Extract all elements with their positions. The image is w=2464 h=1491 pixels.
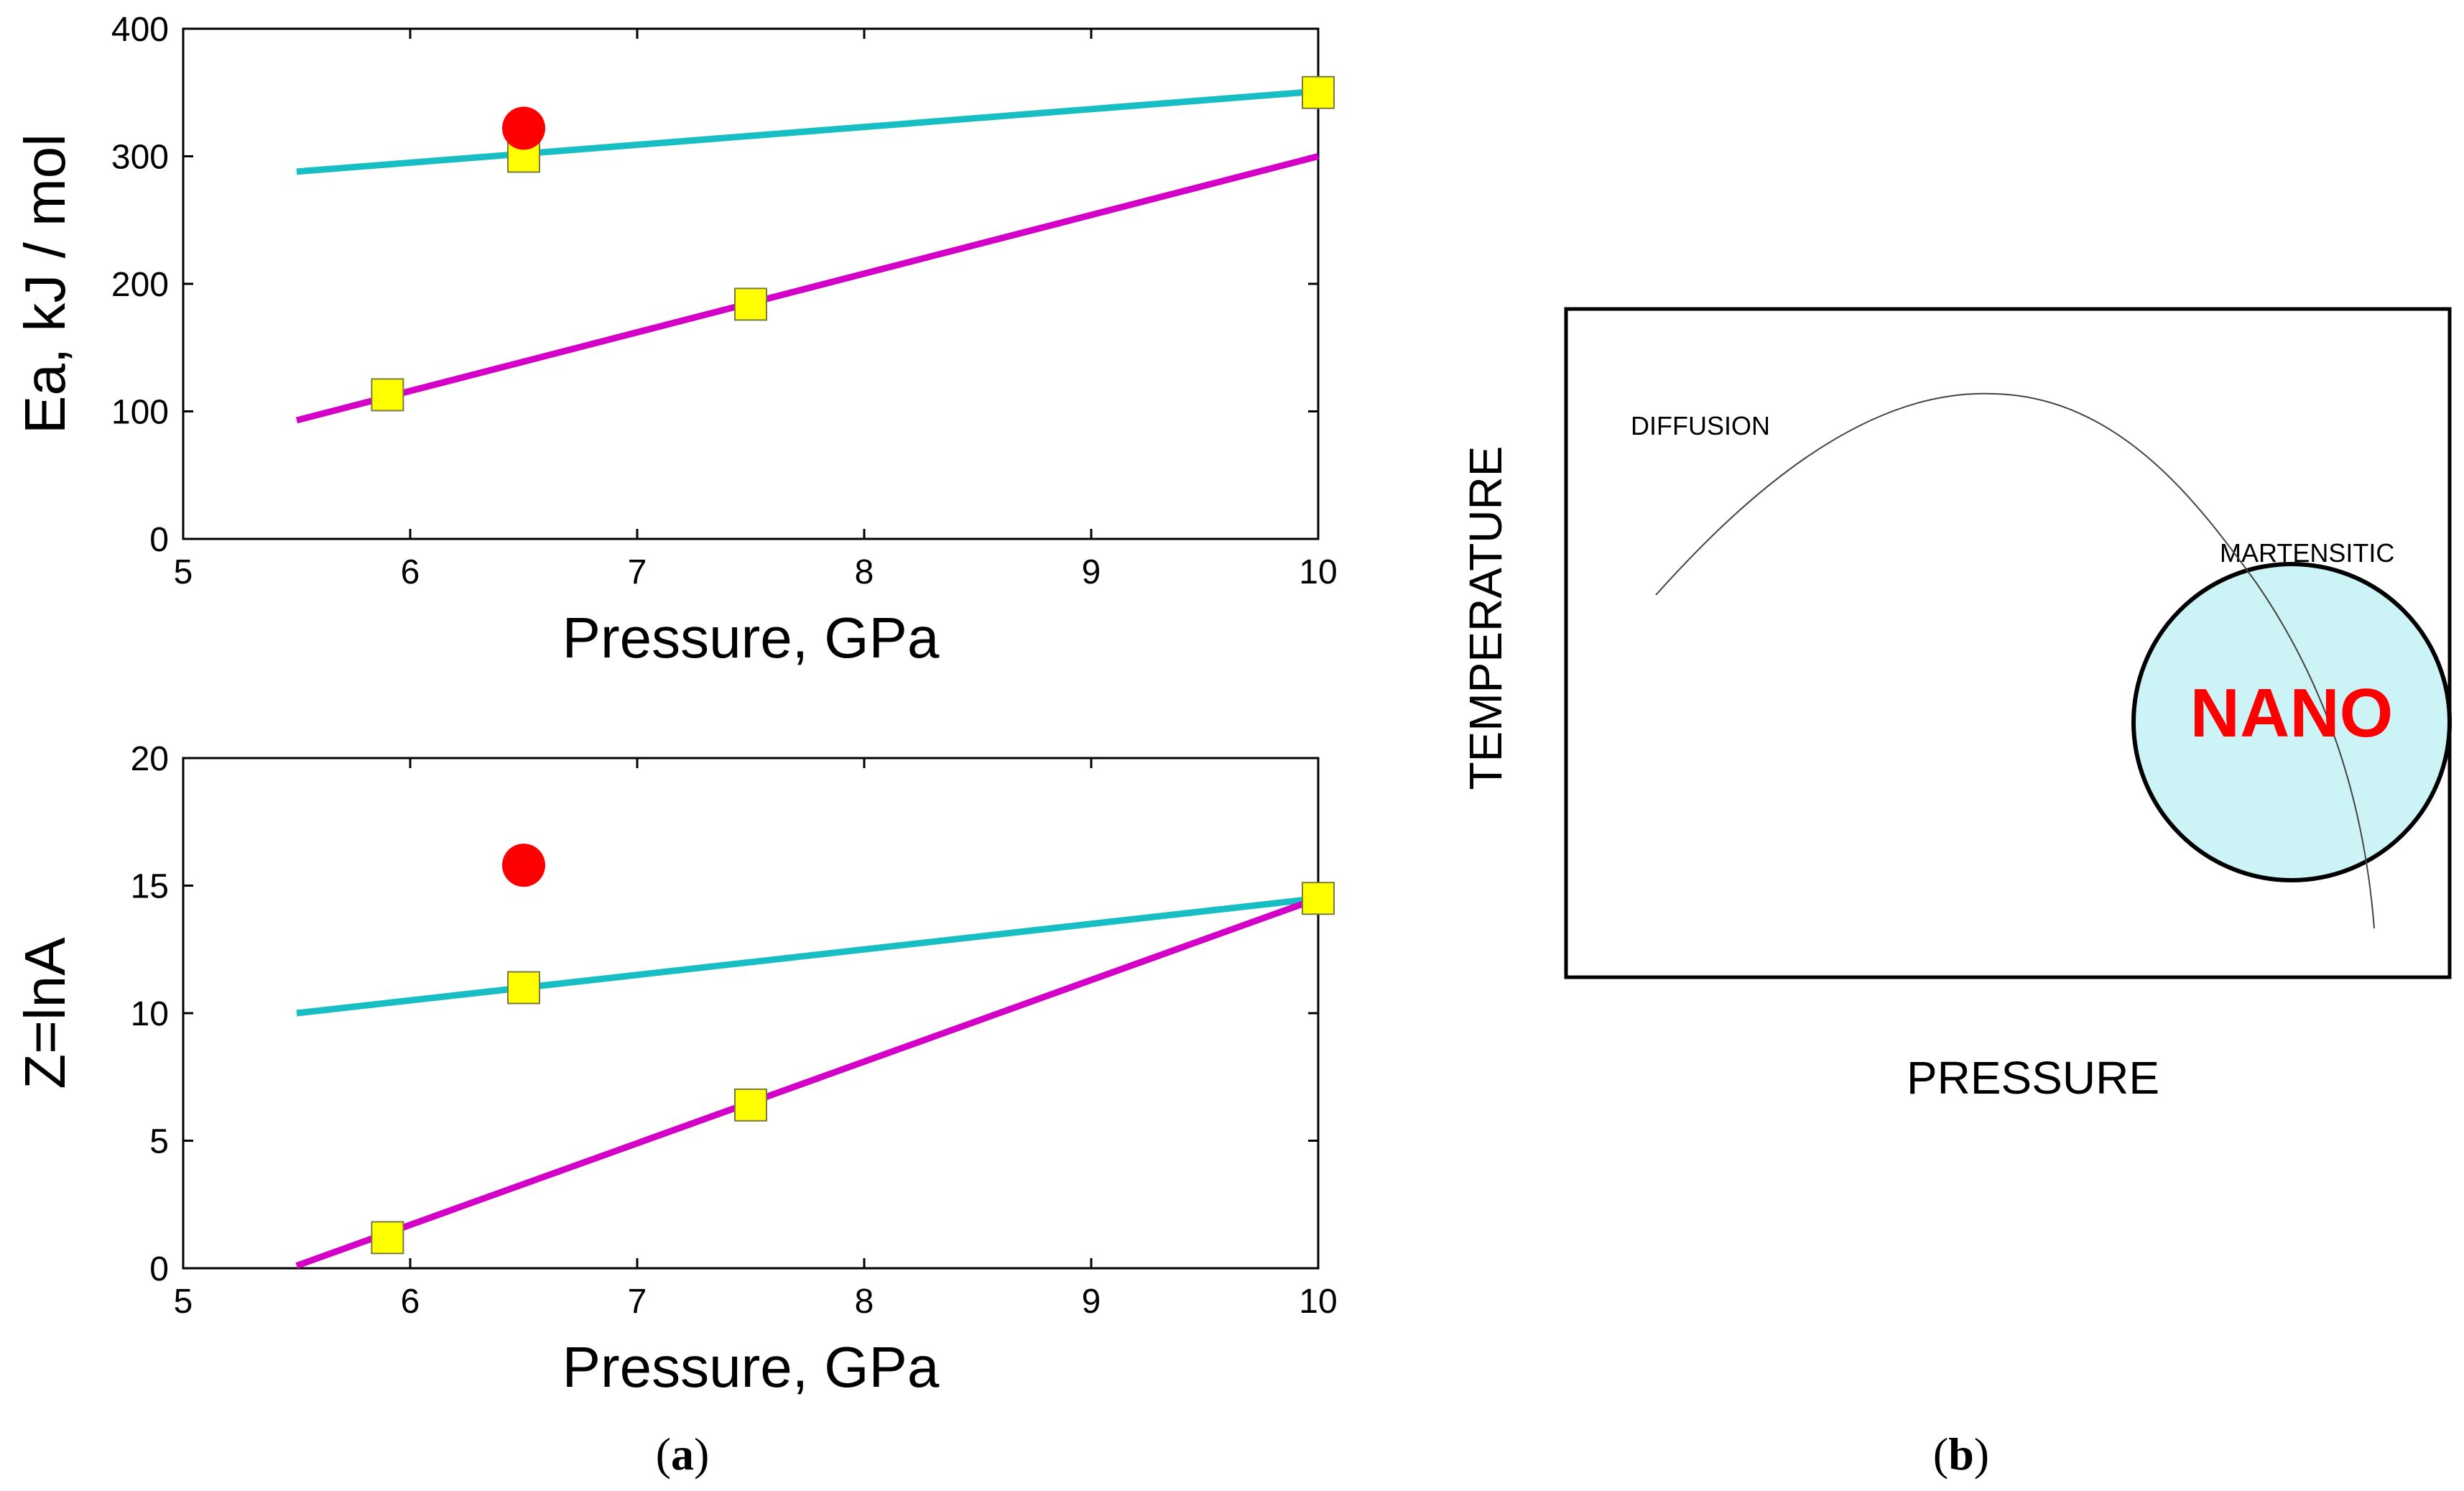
caption-b: (b) xyxy=(1933,1428,1989,1480)
nano-region xyxy=(2131,562,2452,882)
data-square xyxy=(371,1221,404,1255)
x-tick-label: 5 xyxy=(174,1283,193,1321)
x-tick-label: 7 xyxy=(628,1283,647,1321)
x-tick-label: 5 xyxy=(174,553,193,591)
x-tick-label: 8 xyxy=(855,1283,874,1321)
x-tick-label: 9 xyxy=(1082,1283,1101,1321)
y-tick-label: 100 xyxy=(111,394,169,432)
y-axis-label: Z=lnA xyxy=(13,937,77,1089)
y-tick-label: 300 xyxy=(111,139,169,177)
y-tick-label: 0 xyxy=(149,521,169,559)
x-tick-label: 9 xyxy=(1082,553,1101,591)
cyan-fit-line xyxy=(296,88,1319,175)
data-square xyxy=(1302,882,1335,915)
y-tick-label: 15 xyxy=(131,868,169,906)
x-tick-label: 6 xyxy=(401,553,420,591)
data-square xyxy=(507,971,540,1005)
caption-a-letter: a xyxy=(671,1428,694,1480)
magenta-fit-line xyxy=(295,895,1320,1269)
caption-a: (a) xyxy=(656,1428,710,1480)
chart-activation-energy: Pressure, GPa Ea, kJ / mol 5 6 7 8 9 10010020… xyxy=(13,11,1338,670)
transition-curve xyxy=(1655,392,2375,929)
x-axis-label: Pressure, GPa xyxy=(562,1335,940,1399)
x-axis-label: Pressure, GPa xyxy=(562,606,940,670)
diagram-y-label: TEMPERATURE xyxy=(1460,446,1511,790)
data-square xyxy=(371,378,404,412)
phase-diagram: DIFFUSION MARTENSITIC NANO PRESSURE TEMP… xyxy=(1460,307,2452,1104)
data-circle xyxy=(502,844,545,887)
cyan-fit-line xyxy=(296,895,1319,1017)
x-tick-label: 6 xyxy=(401,1283,420,1321)
diagram-frame xyxy=(1564,307,2452,979)
plot-frame xyxy=(182,757,1320,1270)
y-tick-label: 10 xyxy=(131,995,169,1033)
diagram-x-label: PRESSURE xyxy=(1907,1052,2159,1104)
y-tick-label: 5 xyxy=(149,1123,169,1161)
x-tick-label: 10 xyxy=(1299,1283,1337,1321)
diffusion-label: DIFFUSION xyxy=(1631,411,1770,440)
y-tick-label: 200 xyxy=(111,266,169,304)
caption-b-letter: b xyxy=(1948,1428,1974,1480)
data-circle xyxy=(502,106,545,150)
y-tick-label: 0 xyxy=(149,1250,169,1288)
magenta-fit-line xyxy=(295,153,1320,424)
data-square xyxy=(734,287,767,321)
x-tick-label: 10 xyxy=(1299,553,1337,591)
x-tick-label: 8 xyxy=(855,553,874,591)
data-square xyxy=(734,1088,767,1122)
nano-label: NANO xyxy=(2190,675,2394,752)
y-axis-label: Ea, kJ / mol xyxy=(13,134,77,434)
y-tick-label: 20 xyxy=(131,740,169,778)
data-square xyxy=(1302,75,1335,109)
x-tick-label: 7 xyxy=(628,553,647,591)
y-tick-label: 400 xyxy=(111,11,169,49)
